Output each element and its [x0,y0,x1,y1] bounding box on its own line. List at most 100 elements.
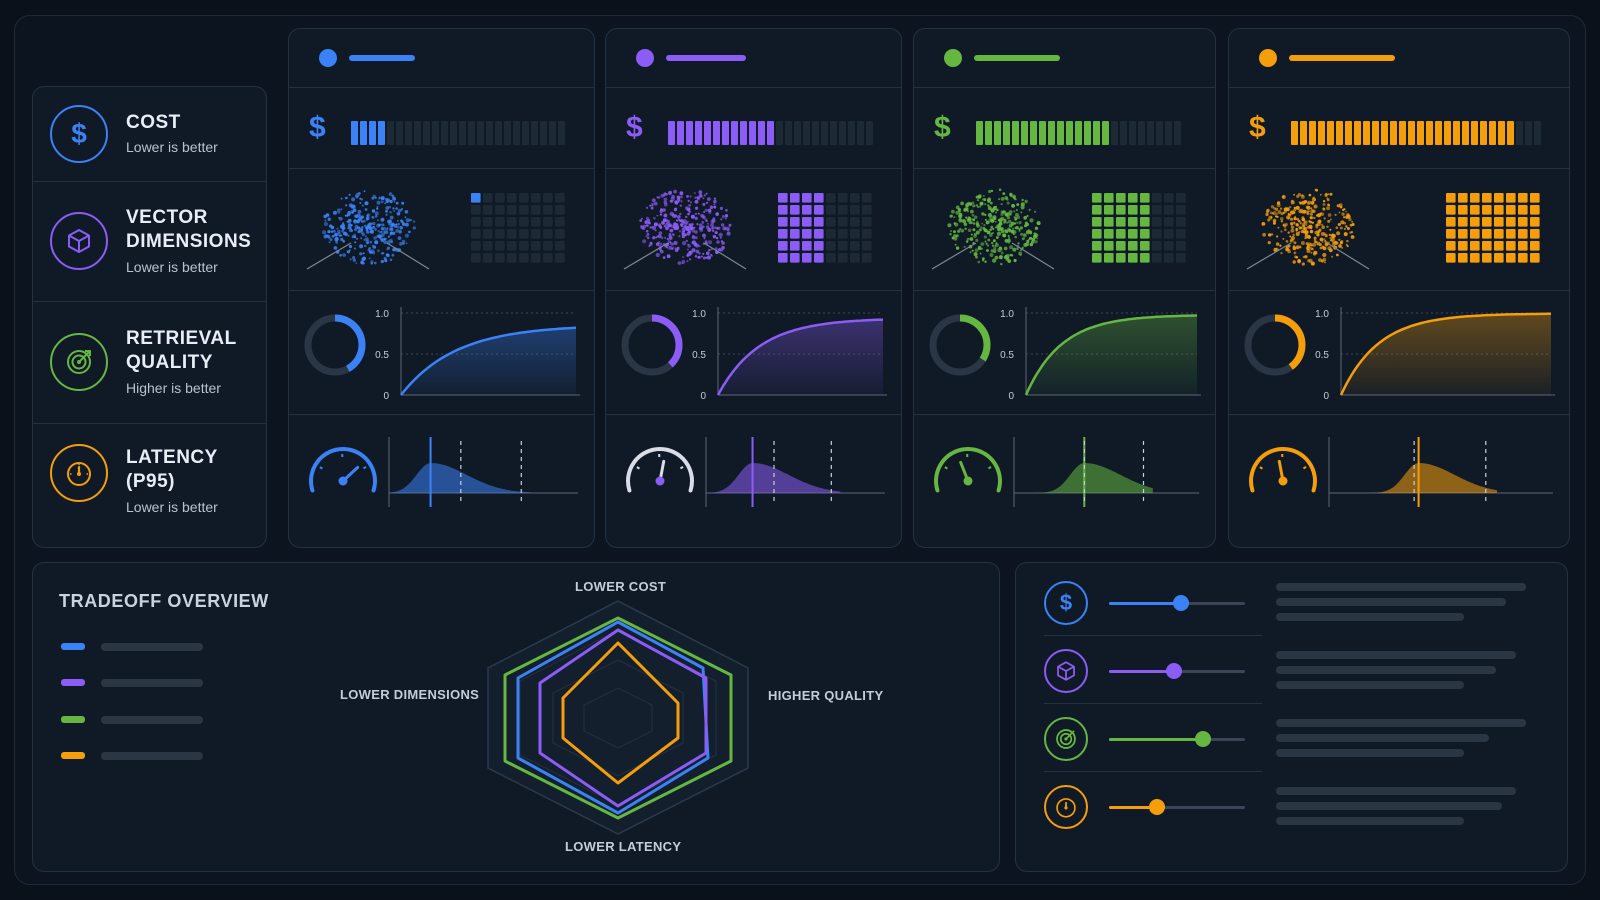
embedding-point [668,234,672,238]
embedding-point [1346,239,1349,243]
cost-segment-empty [477,121,484,145]
axis-line [703,242,747,270]
cost-segment-filled [1363,121,1370,145]
embedding-point [404,233,409,238]
axis-line [306,242,352,270]
embedding-point [708,249,711,252]
cost-segment-empty [468,121,475,145]
embedding-point [997,248,1002,253]
description-placeholder-line [1276,802,1502,810]
embedding-point [327,230,331,234]
model-column-4[interactable]: $1.0 0.5 0 [1228,28,1570,548]
curve-tick-label: 0.5 [1315,350,1329,361]
dim-cell-active [1116,205,1126,215]
dim-cell-active [1140,229,1150,239]
embedding-point [970,221,974,224]
dim-cell-active [778,217,788,227]
cube-icon [1044,649,1088,693]
embedding-point [1283,210,1287,214]
dim-cell-active [1104,229,1114,239]
model-column-1[interactable]: $1.0 0.5 0 [288,28,595,548]
embedding-point [986,230,988,233]
embedding-point [389,238,393,243]
embedding-point [1350,235,1355,239]
description-placeholder-line [1276,719,1526,727]
embedding-point [329,224,333,228]
slider-handle[interactable] [1194,731,1211,747]
description-placeholder-line [1276,613,1464,621]
cost-segment-empty [522,121,529,145]
dim-cell-active [1506,229,1516,239]
embedding-point [1280,220,1284,223]
embedding-point [954,222,959,227]
weight-slider[interactable] [1109,663,1245,679]
dim-cell-active [814,229,824,239]
embedding-point [667,240,671,243]
embedding-point [704,208,708,212]
embedding-point [1000,210,1004,214]
slider-handle[interactable] [1166,663,1183,679]
embedding-point [953,216,956,219]
dim-cell-active [802,193,812,203]
embedding-point [356,220,360,224]
embedding-point [401,201,405,205]
model-name-placeholder [349,55,415,61]
dim-cell-inactive [495,193,505,203]
embedding-point [976,223,980,228]
cost-segment-empty [486,121,493,145]
embedding-point [1006,198,1009,201]
cost-segment-filled [1426,121,1433,145]
dim-cell-active [802,229,812,239]
embedding-point [978,247,981,251]
cost-segment-filled [1417,121,1424,145]
embedding-point [386,248,389,251]
model-column-3[interactable]: $1.0 0.5 0 [913,28,1216,548]
slider-handle[interactable] [1148,799,1165,815]
quality-ring-fill [1244,314,1306,376]
embedding-point [672,233,675,236]
weight-slider[interactable] [1109,731,1245,747]
embedding-point [357,230,360,233]
dimensions-cell [289,169,594,291]
embedding-point [1339,226,1343,230]
embedding-point [979,201,984,206]
dim-cell-inactive [1152,241,1162,251]
embedding-point [714,226,717,229]
embedding-point [1013,233,1015,235]
metric-row-latency: LATENCY (P95) Lower is better [33,424,266,547]
weight-slider[interactable] [1109,595,1245,611]
embedding-point [969,251,972,254]
embedding-point [1334,213,1337,216]
embedding-point [1307,259,1311,263]
cost-segment-filled [994,121,1001,145]
model-column-2[interactable]: $1.0 0.5 0 [605,28,902,548]
embedding-point [1294,255,1297,259]
radar-series-orange [561,641,680,785]
dim-cell-active [778,205,788,215]
embedding-point [701,221,705,224]
slider-handle[interactable] [1173,595,1190,611]
embedding-point [392,196,396,201]
embedding-point [1296,218,1300,221]
dim-cell-inactive [838,193,848,203]
latency-distribution [389,463,531,493]
cost-segment-empty [1516,121,1523,145]
embedding-point [348,244,353,249]
radar-axis-label-left: LOWER DIMENSIONS [340,687,480,702]
embedding-point [980,226,983,229]
embedding-point [966,210,970,213]
embedding-point [341,238,344,241]
embedding-point [972,218,976,222]
cost-segment-empty [1156,121,1163,145]
embedding-point [1003,246,1008,251]
cost-segment-filled [1399,121,1406,145]
quality-visual: 1.0 0.5 0 [621,307,887,402]
weight-slider[interactable] [1109,799,1245,815]
quality-cell: 1.0 0.5 0 [914,291,1215,415]
embedding-point [377,230,380,233]
embedding-point [1288,248,1291,251]
embedding-point [1006,221,1009,224]
embedding-point [405,242,408,245]
cost-segment-filled [360,121,367,145]
embedding-point [703,194,706,197]
